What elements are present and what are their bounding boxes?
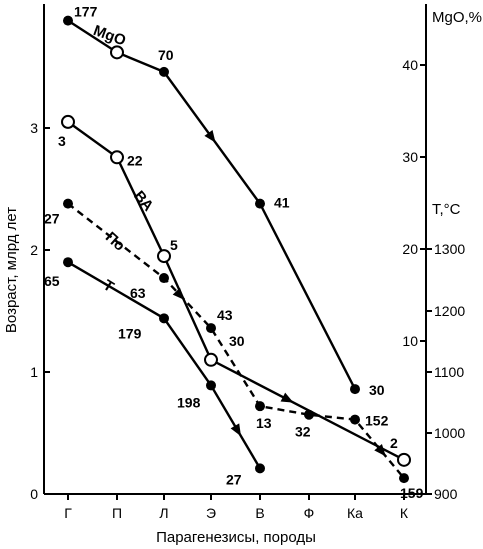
right-axis-title-mgo: MgO,% — [432, 9, 482, 26]
temp-tick-label: 1000 — [434, 425, 465, 441]
left-tick-group: 0 1 2 3 — [30, 120, 50, 502]
y-axis-title: Возраст, млрд лет — [3, 207, 20, 333]
data-point-filled — [399, 473, 409, 484]
left-tick-label: 3 — [30, 120, 38, 136]
data-point-filled — [350, 384, 360, 395]
data-point-filled — [63, 257, 73, 268]
right-axis-title-temp: T,°C — [432, 201, 461, 218]
data-label: 3 — [58, 133, 66, 149]
data-point-open — [110, 45, 124, 60]
temp-tick-label: 900 — [434, 486, 458, 502]
left-tick-label: 0 — [30, 486, 38, 502]
x-tick-label: Л — [159, 505, 168, 521]
data-point-filled — [206, 323, 216, 334]
mgo-tick-label: 10 — [402, 333, 418, 349]
data-point-filled — [350, 414, 360, 425]
data-label: 198 — [177, 394, 201, 410]
x-tick-label: В — [255, 505, 264, 521]
left-tick-label: 1 — [30, 364, 38, 380]
data-point-open — [397, 452, 411, 467]
x-axis-title: Парагенезисы, породы — [156, 529, 316, 546]
x-tick-label: Э — [206, 505, 216, 521]
data-label: 32 — [295, 424, 311, 440]
series-line-MgO — [67, 19, 357, 390]
data-label: 177 — [74, 4, 98, 20]
temp-tick-label: 1100 — [434, 364, 464, 380]
x-tick-label: Ка — [347, 505, 363, 521]
data-label: 70 — [158, 47, 174, 63]
data-label: 2 — [390, 435, 398, 451]
data-point-open — [204, 352, 218, 367]
mgo-tick-label: 40 — [402, 57, 418, 73]
data-label: 152 — [365, 413, 389, 429]
data-point-filled — [255, 463, 265, 474]
data-point-filled — [63, 15, 73, 26]
series-label-Т: Т — [100, 277, 117, 296]
data-point-filled — [63, 198, 73, 209]
temp-tick-label: 1200 — [434, 303, 465, 319]
data-point-open — [61, 114, 75, 129]
data-point-open — [110, 150, 124, 165]
series-line-Т — [67, 261, 262, 469]
series-label-MgO: MgO — [91, 22, 128, 49]
left-tick-label: 2 — [30, 242, 38, 258]
data-point-filled — [159, 273, 169, 284]
data-point-filled — [206, 380, 216, 391]
right-tick-group: 10 20 30 40 900 1000 1100 1200 1300 — [402, 57, 465, 502]
data-point-filled — [255, 198, 265, 209]
data-point-filled — [159, 313, 169, 324]
data-point-filled — [255, 401, 265, 412]
data-label: 27 — [44, 211, 60, 227]
data-label: 13 — [256, 415, 272, 431]
data-label: 159 — [400, 485, 424, 501]
data-label: 27 — [226, 471, 242, 487]
data-label: 63 — [130, 285, 146, 301]
data-label: 30 — [229, 333, 245, 349]
data-label: 179 — [118, 325, 142, 341]
data-label: 5 — [170, 237, 178, 253]
data-labels: 177 70 41 30 3 22 5 30 2 27 63 43 13 32 152 159 65 179 198… — [44, 4, 424, 502]
data-label: 30 — [369, 382, 385, 398]
direction-arrow — [280, 392, 294, 403]
data-point-filled — [159, 66, 169, 77]
data-label: 65 — [44, 273, 60, 289]
x-tick-group: Г П Л Э В Ф Ка К — [64, 494, 409, 521]
x-tick-label: П — [112, 505, 122, 521]
temp-tick-label: 1300 — [434, 241, 465, 257]
data-label: 43 — [217, 307, 233, 323]
data-label: 41 — [274, 195, 290, 211]
x-tick-label: К — [400, 505, 409, 521]
direction-arrow — [204, 129, 216, 143]
series-markers — [61, 15, 411, 484]
mgo-tick-label: 30 — [402, 149, 418, 165]
x-tick-label: Г — [64, 505, 72, 521]
data-point-open — [157, 249, 171, 264]
series-label-По: По — [102, 229, 128, 255]
direction-arrow — [230, 423, 242, 437]
direction-arrow — [374, 443, 386, 457]
data-label: 22 — [127, 152, 143, 168]
mgo-tick-label: 20 — [402, 241, 418, 257]
data-point-filled — [304, 409, 314, 420]
x-tick-label: Ф — [304, 505, 315, 521]
direction-arrow — [172, 287, 185, 300]
series-arrows — [172, 129, 386, 457]
